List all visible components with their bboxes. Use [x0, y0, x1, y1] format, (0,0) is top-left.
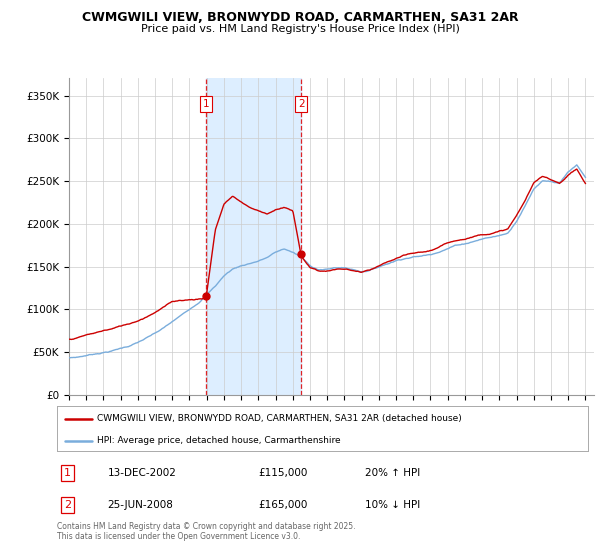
Text: 1: 1: [203, 99, 209, 109]
Bar: [206, 78, 301, 395]
Text: 2: 2: [298, 99, 305, 109]
Text: 2: 2: [64, 500, 71, 510]
Text: Price paid vs. HM Land Registry's House Price Index (HPI): Price paid vs. HM Land Registry's House …: [140, 24, 460, 34]
Text: 20% ↑ HPI: 20% ↑ HPI: [365, 468, 420, 478]
Text: CWMGWILI VIEW, BRONWYDD ROAD, CARMARTHEN, SA31 2AR (detached house): CWMGWILI VIEW, BRONWYDD ROAD, CARMARTHEN…: [97, 414, 461, 423]
Text: 1: 1: [64, 468, 71, 478]
Text: 13-DEC-2002: 13-DEC-2002: [107, 468, 176, 478]
Text: HPI: Average price, detached house, Carmarthenshire: HPI: Average price, detached house, Carm…: [97, 436, 340, 445]
Text: £115,000: £115,000: [259, 468, 308, 478]
Text: Contains HM Land Registry data © Crown copyright and database right 2025.
This d: Contains HM Land Registry data © Crown c…: [57, 522, 355, 542]
Text: £165,000: £165,000: [259, 500, 308, 510]
Text: CWMGWILI VIEW, BRONWYDD ROAD, CARMARTHEN, SA31 2AR: CWMGWILI VIEW, BRONWYDD ROAD, CARMARTHEN…: [82, 11, 518, 24]
Text: 10% ↓ HPI: 10% ↓ HPI: [365, 500, 420, 510]
Text: 25-JUN-2008: 25-JUN-2008: [107, 500, 173, 510]
